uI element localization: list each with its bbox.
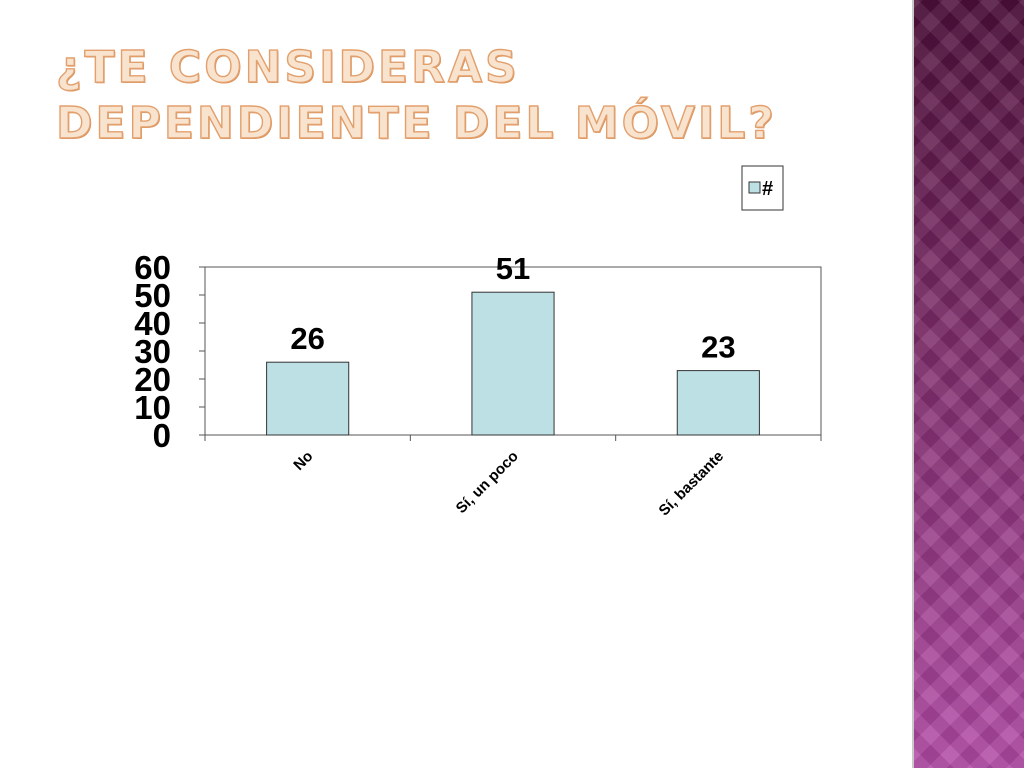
y-tick-label: 40 (134, 305, 171, 342)
y-tick-label: 50 (134, 277, 171, 314)
category-label: Sí, bastante (656, 448, 728, 520)
chart-legend: # (741, 165, 784, 211)
data-label: 23 (701, 330, 735, 365)
y-tick-label: 10 (134, 389, 171, 426)
slide-title: ¿Te consideras dependiente del móvil? (55, 41, 777, 149)
legend-swatch (748, 181, 761, 194)
bar (471, 291, 555, 436)
bar (266, 361, 350, 436)
decorative-side-panel (912, 0, 1024, 768)
y-tick-label: 30 (134, 333, 171, 370)
category-label: No (290, 448, 316, 474)
bar (676, 370, 760, 436)
y-tick-label: 0 (153, 417, 171, 454)
legend-label: # (762, 178, 773, 200)
category-label: Sí, un poco (453, 448, 522, 517)
y-tick-label: 60 (134, 249, 171, 286)
data-label: 26 (290, 321, 324, 356)
y-tick-label: 20 (134, 361, 171, 398)
data-label: 51 (496, 251, 530, 286)
